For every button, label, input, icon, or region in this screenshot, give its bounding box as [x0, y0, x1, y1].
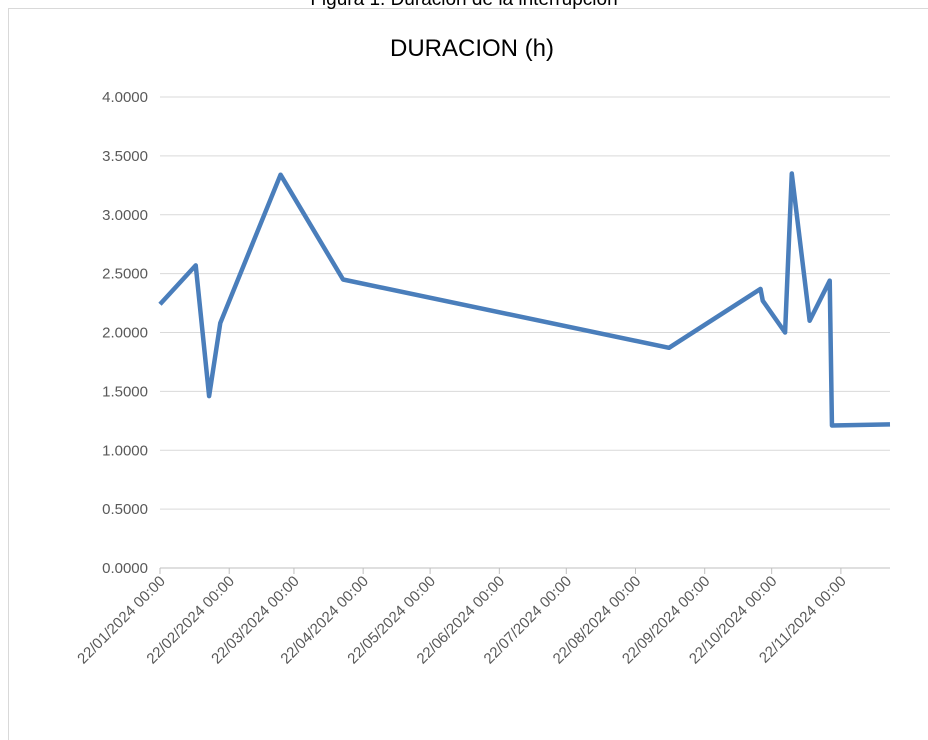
chart-title: DURACION (h) [390, 35, 554, 62]
chart-border [8, 8, 928, 740]
figure-caption: Figura 1. Duración de la interrupción [310, 0, 617, 10]
y-tick-label: 2.5000 [102, 266, 148, 283]
line-series [158, 171, 891, 428]
y-tick-label: 4.0000 [102, 89, 148, 106]
y-tick-label: 3.0000 [102, 207, 148, 224]
y-tick-label: 3.5000 [102, 148, 148, 165]
y-tick-label: 1.0000 [102, 442, 148, 459]
y-tick-label: 0.5000 [102, 501, 148, 518]
y-tick-label: 0.0000 [102, 560, 148, 577]
y-tick-label: 2.0000 [102, 325, 148, 342]
y-tick-label: 1.5000 [102, 383, 148, 400]
